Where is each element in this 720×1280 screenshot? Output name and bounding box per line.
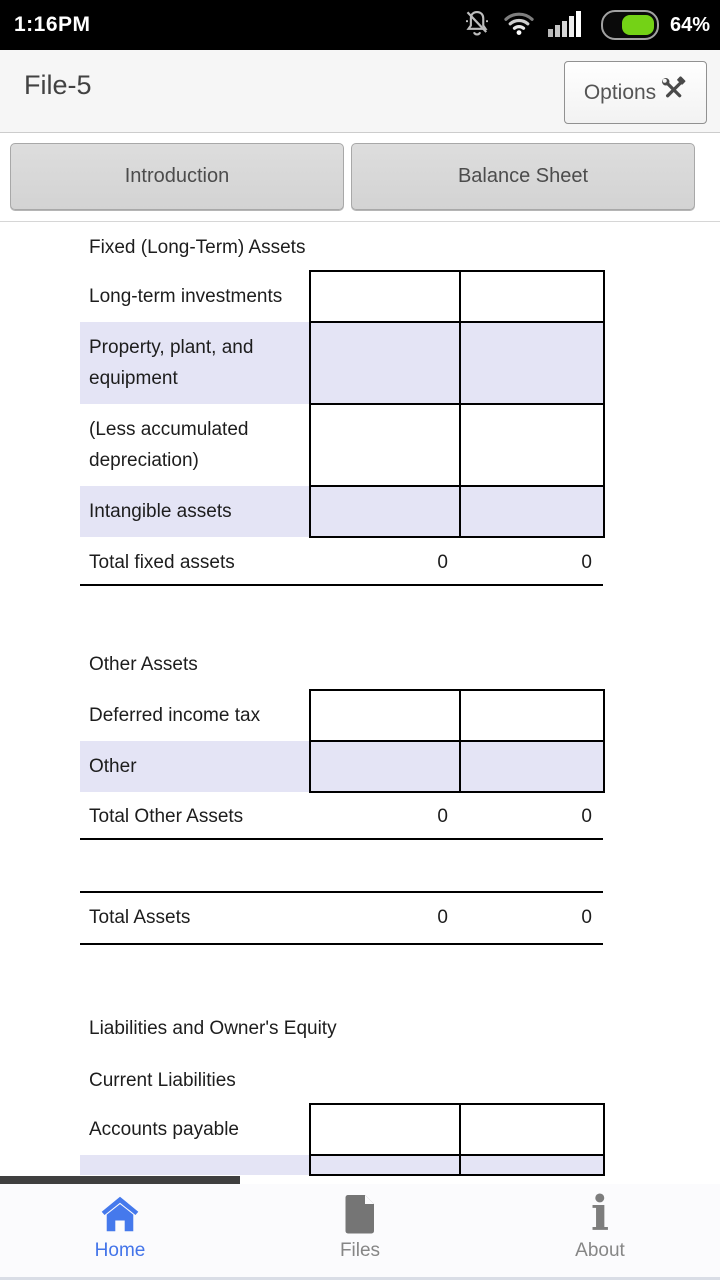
- wifi-icon: [503, 9, 535, 42]
- tools-icon: [660, 76, 687, 109]
- amount-cell[interactable]: [459, 1154, 605, 1176]
- amount-cell[interactable]: [459, 485, 605, 538]
- row-label: Other: [80, 741, 310, 792]
- table-row: Property, plant, and equipment: [80, 321, 605, 405]
- row-label: (Less accumulated depreciation): [89, 419, 249, 471]
- signal-strength-icon: [546, 8, 590, 43]
- total-value: 0: [437, 552, 448, 573]
- total-fixed-assets-row: Total fixed assets 0 0: [80, 542, 603, 586]
- amount-cell[interactable]: [459, 689, 605, 742]
- table-row: Deferred income tax: [80, 689, 605, 742]
- amount-cell[interactable]: [459, 403, 605, 487]
- table-row: Long-term investments: [80, 270, 605, 323]
- amount-cell[interactable]: [309, 485, 461, 538]
- row-label: Accounts payable: [89, 1119, 239, 1140]
- total-label: Total Other Assets: [89, 806, 244, 827]
- tab-bar: Introduction Balance Sheet: [0, 133, 720, 222]
- tab-balance-sheet[interactable]: Balance Sheet: [351, 143, 695, 210]
- page-title: File-5: [24, 70, 92, 100]
- table-row: (Less accumulated depreciation): [80, 403, 605, 487]
- status-icons: 64%: [462, 7, 710, 44]
- amount-cell[interactable]: [309, 740, 461, 793]
- nav-item-about[interactable]: i About: [480, 1184, 720, 1277]
- amount-cell[interactable]: [309, 270, 461, 323]
- total-value: 0: [581, 806, 592, 827]
- nav-item-files[interactable]: Files: [240, 1184, 480, 1277]
- total-label: Total Assets: [89, 907, 191, 928]
- info-icon: i: [590, 1186, 610, 1242]
- nav-label: Home: [94, 1240, 146, 1261]
- amount-cell[interactable]: [459, 321, 605, 405]
- row-label: Deferred income tax: [89, 705, 261, 726]
- balance-sheet-content[interactable]: Fixed (Long-Term) Assets Long-term inves…: [0, 223, 720, 1176]
- mute-bell-icon: [462, 7, 492, 44]
- row-label: Long-term investments: [89, 286, 283, 307]
- nav-item-home[interactable]: Home: [0, 1184, 240, 1277]
- section-heading-liabilities: Liabilities and Owner's Equity: [89, 1018, 337, 1039]
- tab-label: Balance Sheet: [457, 165, 589, 187]
- clock: 1:16PM: [14, 13, 91, 36]
- amount-cell[interactable]: [309, 321, 461, 405]
- amount-cell[interactable]: [309, 1154, 461, 1176]
- table-row-partial: [80, 1154, 605, 1176]
- tab-introduction[interactable]: Introduction: [10, 143, 344, 210]
- total-value: 0: [581, 552, 592, 573]
- amount-cell[interactable]: [309, 689, 461, 742]
- row-label: Property, plant, and equipment: [80, 322, 310, 404]
- nav-label: About: [575, 1240, 625, 1261]
- file-icon: [339, 1190, 381, 1238]
- total-value: 0: [581, 907, 592, 928]
- total-value: 0: [437, 806, 448, 827]
- options-button-label: Options: [583, 80, 657, 104]
- bottom-nav: Home Files i About: [0, 1184, 720, 1280]
- tab-label: Introduction: [124, 165, 230, 187]
- section-heading-other-assets: Other Assets: [89, 654, 198, 675]
- amount-cell[interactable]: [459, 270, 605, 323]
- row-label: Intangible assets: [80, 486, 310, 537]
- total-label: Total fixed assets: [89, 552, 235, 573]
- amount-cell[interactable]: [309, 403, 461, 487]
- table-row: Accounts payable: [80, 1103, 605, 1156]
- home-icon: [97, 1190, 143, 1238]
- battery-fill: [621, 15, 654, 35]
- app-header: File-5 Options: [0, 50, 720, 133]
- amount-cell[interactable]: [459, 1103, 605, 1156]
- current-liabilities-table: Accounts payable: [80, 1103, 605, 1176]
- status-bar: 1:16PM: [0, 0, 720, 50]
- total-other-assets-row: Total Other Assets 0 0: [80, 796, 603, 840]
- section-heading-fixed-assets: Fixed (Long-Term) Assets: [89, 237, 306, 258]
- total-value: 0: [437, 907, 448, 928]
- table-row: Intangible assets: [80, 485, 605, 538]
- section-heading-current-liabilities: Current Liabilities: [89, 1070, 236, 1091]
- total-assets-row: Total Assets 0 0: [80, 891, 603, 945]
- battery-icon: [600, 10, 659, 40]
- table-row: Other: [80, 740, 605, 793]
- options-button[interactable]: Options: [564, 61, 707, 124]
- amount-cell[interactable]: [459, 740, 605, 793]
- amount-cell[interactable]: [309, 1103, 461, 1156]
- fixed-assets-table: Long-term investments Property, plant, a…: [80, 270, 605, 538]
- battery-percent: 64%: [669, 13, 710, 36]
- other-assets-table: Deferred income tax Other: [80, 689, 605, 793]
- row-label: [80, 1155, 310, 1175]
- nav-label: Files: [339, 1240, 381, 1261]
- horizontal-scrollbar[interactable]: [0, 1176, 240, 1184]
